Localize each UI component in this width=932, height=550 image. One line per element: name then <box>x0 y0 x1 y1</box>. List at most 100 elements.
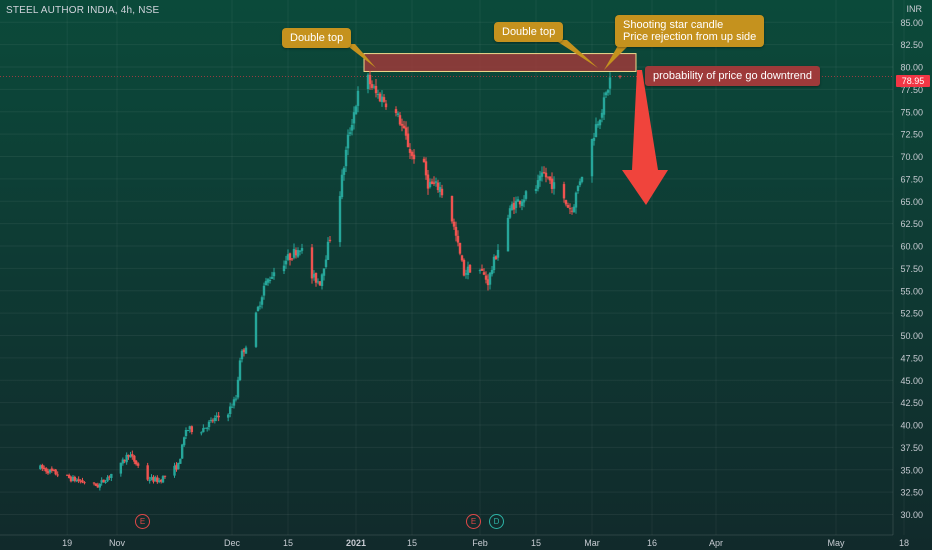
candle-body <box>594 124 598 138</box>
candle-body <box>65 474 69 476</box>
dividend-event-marker[interactable]: D <box>489 514 504 529</box>
candle-body <box>83 482 86 484</box>
candle-body <box>108 476 111 478</box>
candle-body <box>121 459 125 464</box>
candle-body <box>600 112 604 118</box>
candle-body <box>44 468 48 472</box>
candle-body <box>378 93 382 102</box>
price-tick-label: 47.50 <box>900 353 923 363</box>
candle-body <box>182 437 186 446</box>
candle-body <box>264 281 268 286</box>
candle-body <box>268 280 272 282</box>
candle-body <box>154 477 157 482</box>
price-tick-label: 62.50 <box>900 219 923 229</box>
candle-body <box>254 312 258 347</box>
candle-body <box>348 132 352 134</box>
candle-body <box>186 430 190 432</box>
candle-body <box>79 480 82 482</box>
candle-body <box>234 398 238 400</box>
candle-body <box>328 239 332 241</box>
callout-probability[interactable]: probability of price go downtrend <box>645 66 820 86</box>
candle-body <box>282 265 286 272</box>
candle-body <box>284 260 288 265</box>
candle-body <box>226 414 230 418</box>
candle-body <box>175 464 178 470</box>
annotation-arrows <box>345 40 668 205</box>
price-tick-label: 60.00 <box>900 242 923 252</box>
candle-body <box>424 161 428 176</box>
time-tick-label: 18 <box>899 538 909 548</box>
callout-pointer-left <box>345 44 376 68</box>
candle-body <box>244 347 248 354</box>
candle-body <box>576 186 580 192</box>
candle-body <box>374 85 378 94</box>
time-axis: 19 Nov Dec 15 2021 15 Feb 15 Mar 16 Apr May 18 <box>0 534 909 548</box>
candle-body <box>209 419 213 421</box>
candle-body <box>486 279 490 286</box>
candle-body <box>134 460 138 465</box>
candle-body <box>376 94 380 96</box>
candle-body <box>404 127 408 136</box>
time-tick-label: Mar <box>584 538 600 548</box>
candle-body <box>326 241 330 260</box>
time-tick-label: 15 <box>283 538 293 548</box>
callout-double-top-right[interactable]: Double top <box>494 22 564 42</box>
candle-body <box>422 158 426 163</box>
candle-body <box>100 480 103 483</box>
symbol-title: STEEL AUTHOR INDIA, 4h, NSE <box>6 5 160 16</box>
earnings-event-marker-feb[interactable]: E <box>466 514 481 529</box>
candle-body <box>232 399 236 406</box>
candle-body <box>430 181 434 185</box>
candle-body <box>294 250 298 256</box>
candle-body <box>536 180 540 189</box>
candle-body <box>242 349 246 353</box>
candle-body <box>548 176 552 181</box>
candle-body <box>572 206 576 213</box>
candle-body <box>606 90 610 93</box>
candle-body <box>508 208 512 218</box>
callout-double-top-left[interactable]: Double top <box>282 28 352 48</box>
candle-body <box>200 432 203 434</box>
price-tick-label: 75.00 <box>900 107 923 117</box>
callout-shooting-star[interactable]: Shooting star candle Price rejection fro… <box>615 15 765 47</box>
candle-body <box>238 360 242 381</box>
candle-body <box>286 254 290 260</box>
candle-body <box>131 454 134 457</box>
candle-body <box>546 176 550 178</box>
candle-body <box>602 97 606 115</box>
candle-body <box>452 221 456 227</box>
candle-body <box>426 174 430 189</box>
grid-lines <box>0 0 905 535</box>
candle-body <box>54 469 57 475</box>
candle-body <box>408 148 412 153</box>
time-tick-label: 2021 <box>346 538 366 548</box>
candle-body <box>203 427 207 429</box>
candle-body <box>482 272 486 275</box>
candle-body <box>292 248 296 258</box>
price-tick-label: 77.50 <box>900 85 923 95</box>
candles <box>39 70 622 491</box>
candle-body <box>618 75 622 77</box>
earnings-event-marker-nov[interactable]: E <box>135 514 150 529</box>
candle-body <box>148 480 151 482</box>
candle-body <box>125 454 128 463</box>
callout-pointer-shooting-star <box>604 42 632 70</box>
candle-body <box>310 247 314 279</box>
candle-body <box>161 476 165 483</box>
candle-body <box>596 123 600 126</box>
price-tick-label: 82.50 <box>900 40 923 50</box>
price-tick-label: 70.00 <box>900 152 923 162</box>
candle-body <box>75 480 79 482</box>
candle-body <box>580 176 584 182</box>
candle-body <box>98 483 102 488</box>
candle-body <box>574 192 578 208</box>
candle-body <box>540 172 544 177</box>
candle-body <box>370 84 374 88</box>
price-tick-label: 37.50 <box>900 443 923 453</box>
candle-body <box>412 154 416 160</box>
candle-body <box>152 476 155 482</box>
candle-body <box>157 480 161 482</box>
callout-double-top-right-text: Double top <box>502 26 556 38</box>
